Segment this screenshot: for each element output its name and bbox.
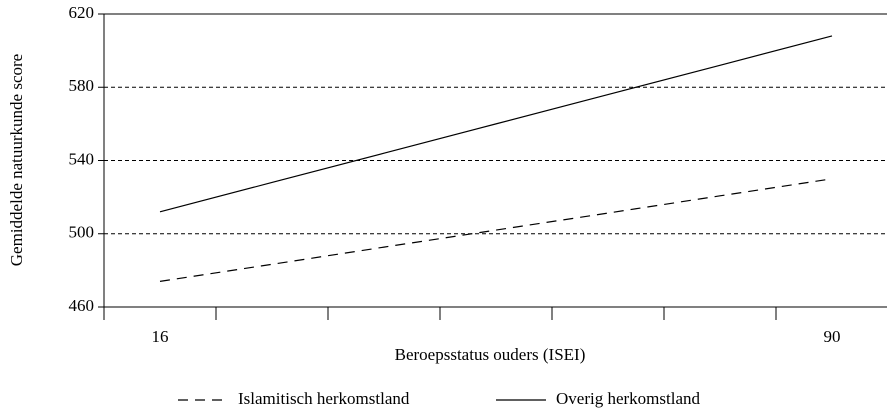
y-tick-label: 540	[69, 149, 95, 168]
legend-label: Overig herkomstland	[556, 389, 700, 408]
y-tick-label: 500	[69, 223, 95, 242]
legend-label: Islamitisch herkomstland	[238, 389, 410, 408]
y-axis-label: Gemiddelde natuurkunde score	[7, 54, 26, 266]
y-tick-label: 580	[69, 76, 95, 95]
x-axis-label: Beroepsstatus ouders (ISEI)	[395, 345, 586, 364]
series-line	[159, 178, 833, 282]
y-tick-label: 460	[69, 296, 95, 315]
series-line	[159, 35, 833, 213]
x-tick-label: 16	[152, 327, 169, 346]
y-tick-label: 620	[69, 3, 95, 22]
x-tick-label: 90	[824, 327, 841, 346]
